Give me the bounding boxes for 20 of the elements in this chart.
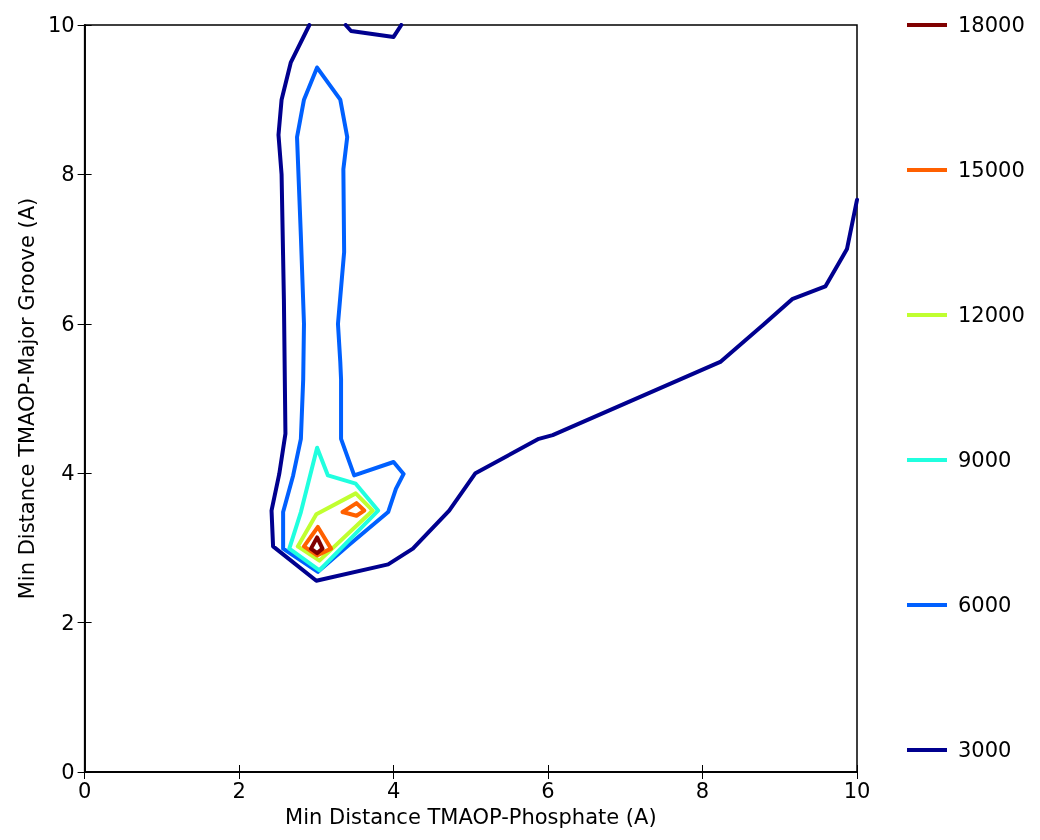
y-tick-label: 8 xyxy=(61,162,75,187)
legend-label: 15000 xyxy=(958,158,1025,182)
x-tick-label: 2 xyxy=(232,778,246,803)
y-tick-label: 4 xyxy=(61,461,75,486)
x-tick-label: 8 xyxy=(695,778,710,803)
legend-label: 9000 xyxy=(958,448,1012,472)
x-tick-label: 10 xyxy=(843,778,871,803)
y-tick-label: 0 xyxy=(61,760,75,784)
legend-label: 12000 xyxy=(958,303,1025,327)
legend-label: 18000 xyxy=(958,13,1025,37)
y-axis-title: Min Distance TMAOP-Major Groove (A) xyxy=(14,197,39,600)
y-tick-label: 10 xyxy=(47,13,75,37)
x-axis-title: Min Distance TMAOP-Phosphate (A) xyxy=(285,804,657,829)
legend-label: 3000 xyxy=(958,738,1012,762)
x-tick-label: 0 xyxy=(77,778,92,803)
y-tick-label: 6 xyxy=(61,311,75,336)
x-tick-label: 6 xyxy=(541,778,555,803)
legend-label: 6000 xyxy=(958,593,1012,617)
y-tick-label: 2 xyxy=(61,610,75,635)
x-tick-label: 4 xyxy=(386,778,401,803)
